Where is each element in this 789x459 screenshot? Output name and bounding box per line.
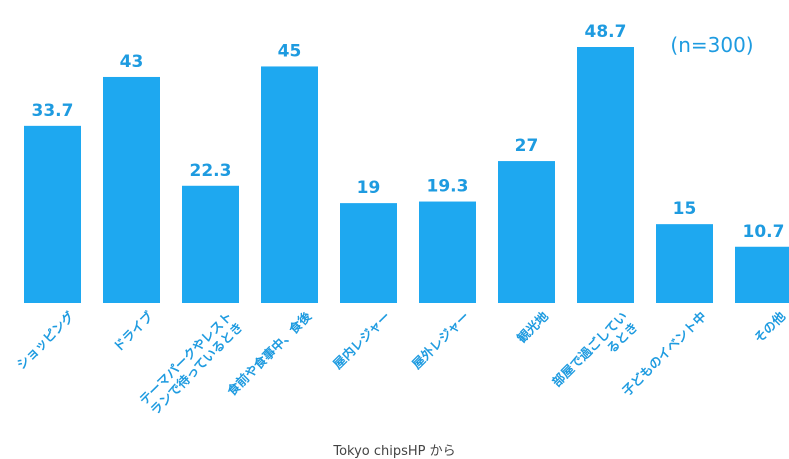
bar-value-label: 33.7 xyxy=(32,101,74,121)
source-credit: Tokyo chipsHP から xyxy=(333,444,456,459)
category-tick-label: ドライブ xyxy=(110,308,156,354)
bar-value-label: 15 xyxy=(673,199,697,219)
category-tick-label: 観光地 xyxy=(514,308,551,345)
category-tick-label: 屋内レジャー xyxy=(330,309,393,372)
bar xyxy=(24,125,81,304)
category-tick-label: その他 xyxy=(751,308,788,345)
category-tick-label: ショッピング xyxy=(13,308,77,372)
bar xyxy=(340,203,397,303)
bars-group xyxy=(24,47,789,304)
bar-value-label: 27 xyxy=(515,136,539,156)
bar-value-label: 19.3 xyxy=(427,177,469,197)
bar xyxy=(103,76,160,303)
bar xyxy=(656,224,713,303)
category-labels-group: ショッピング ドライブテーマパークやレストランで待っているとき食前や食事中、食後屋… xyxy=(13,308,788,418)
bar xyxy=(735,246,789,303)
category-tick-label: 屋外レジャー xyxy=(409,309,472,372)
bar-value-label: 48.7 xyxy=(585,22,627,42)
bar xyxy=(577,47,634,303)
bar xyxy=(498,161,555,303)
bar-value-label: 45 xyxy=(278,41,302,61)
bar-value-label: 10.7 xyxy=(743,222,785,242)
bar-value-label: 43 xyxy=(120,52,144,72)
sample-size-annotation: (n=300) xyxy=(670,33,753,57)
bar-value-label: 22.3 xyxy=(190,161,232,181)
value-labels-group: 33.7 43 22.3 45 19 19.3 27 48.7 15 10.7 xyxy=(32,22,785,242)
bar-value-label: 19 xyxy=(357,178,381,198)
category-tick-label: テーマパークやレストランで待っているとき xyxy=(136,309,246,419)
bar xyxy=(261,66,318,303)
bar xyxy=(182,185,239,303)
bar xyxy=(419,201,476,303)
